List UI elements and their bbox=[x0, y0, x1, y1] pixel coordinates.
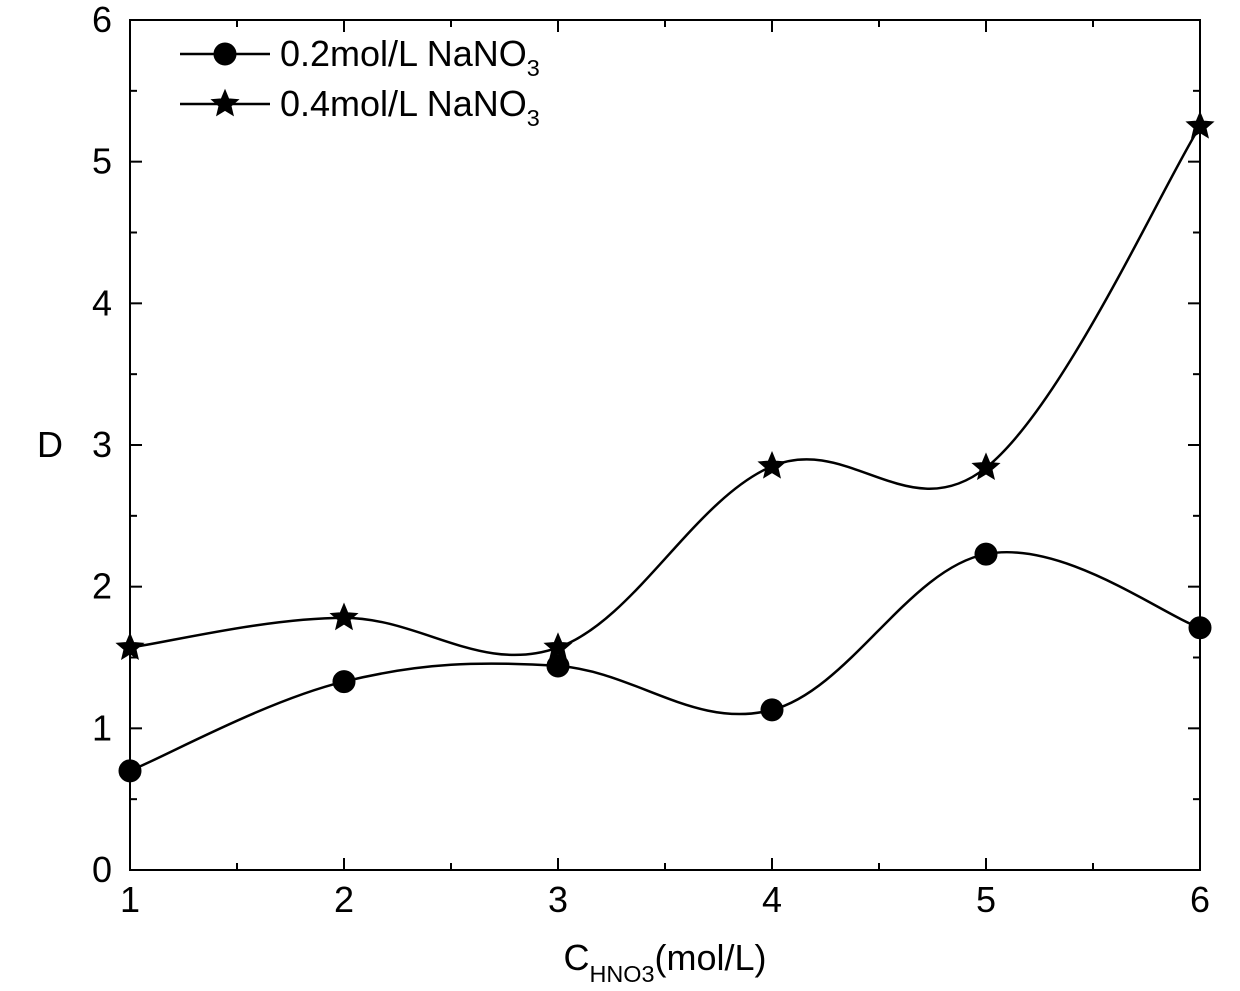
series-0-marker-4 bbox=[975, 543, 997, 565]
series-0-marker-3 bbox=[761, 699, 783, 721]
series-line-0 bbox=[130, 552, 1200, 771]
legend-marker-0 bbox=[214, 43, 236, 65]
legend-label-0: 0.2mol/L NaNO3 bbox=[280, 33, 540, 81]
y-tick-label: 1 bbox=[92, 707, 112, 748]
x-axis-label: CHNO3(mol/L) bbox=[563, 937, 766, 987]
series-1-marker-3 bbox=[759, 452, 786, 477]
legend-marker-1 bbox=[212, 90, 239, 115]
plot-frame bbox=[130, 20, 1200, 870]
chart-container: 1234560123456DCHNO3(mol/L)0.2mol/L NaNO3… bbox=[0, 0, 1240, 991]
x-tick-label: 4 bbox=[762, 879, 782, 920]
series-0-marker-5 bbox=[1189, 617, 1211, 639]
y-tick-label: 6 bbox=[92, 0, 112, 40]
y-tick-label: 0 bbox=[92, 849, 112, 890]
x-tick-label: 5 bbox=[976, 879, 996, 920]
series-line-1 bbox=[130, 126, 1200, 655]
y-tick-label: 2 bbox=[92, 566, 112, 607]
chart-svg: 1234560123456DCHNO3(mol/L)0.2mol/L NaNO3… bbox=[0, 0, 1240, 991]
x-tick-label: 6 bbox=[1190, 879, 1210, 920]
y-tick-label: 4 bbox=[92, 282, 112, 323]
series-1-marker-1 bbox=[331, 604, 358, 629]
x-tick-label: 1 bbox=[120, 879, 140, 920]
x-tick-label: 2 bbox=[334, 879, 354, 920]
legend-label-1: 0.4mol/L NaNO3 bbox=[280, 83, 540, 131]
series-0-marker-1 bbox=[333, 671, 355, 693]
y-tick-label: 5 bbox=[92, 141, 112, 182]
y-axis-label: D bbox=[37, 424, 63, 465]
series-0-marker-0 bbox=[119, 760, 141, 782]
y-tick-label: 3 bbox=[92, 424, 112, 465]
x-tick-label: 3 bbox=[548, 879, 568, 920]
